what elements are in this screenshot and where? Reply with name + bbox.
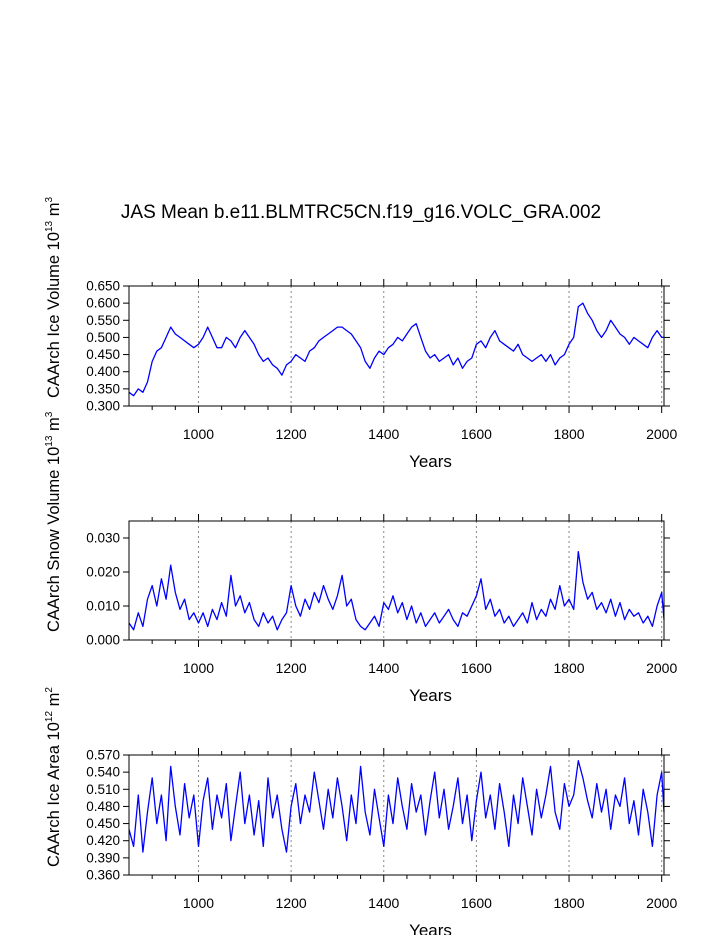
- snow-volume-xtick-label-1000: 1000: [183, 660, 214, 676]
- snow-volume-plot-frame: [128, 520, 665, 641]
- snow-volume-xtick-label-1200: 1200: [276, 660, 307, 676]
- ice-volume-xtick-label-1400: 1400: [368, 426, 399, 442]
- ice-area-ytick-label-1: 0.390: [86, 850, 120, 865]
- ice-area-xtick-label-1200: 1200: [276, 895, 307, 911]
- ice-volume-plot-frame: [128, 285, 665, 407]
- snow-volume-ylabel: CAArch Snow Volume 1013 m3: [44, 411, 63, 632]
- ice-area-ylabel-main: CAArch Ice Area 10: [45, 722, 63, 867]
- ice-volume-ytick-label-1: 0.350: [86, 381, 120, 396]
- snow-volume-ylabel-unit: m: [45, 417, 63, 435]
- snow-volume-ytick-label-2: 0.020: [86, 565, 120, 580]
- snow-volume-ylabel-unit-exp: 3: [44, 411, 55, 417]
- ice-volume-series-line: [128, 302, 664, 397]
- ice-area-xtick-label-1000: 1000: [183, 895, 214, 911]
- ice-area-ytick-label-3: 0.450: [86, 816, 120, 831]
- ice-area-ytick-label-4: 0.480: [86, 799, 120, 814]
- snow-volume-xtick-label-1800: 1800: [553, 660, 584, 676]
- ice-area-xtick-label-1600: 1600: [461, 895, 492, 911]
- ice-volume-xtick-label-1000: 1000: [183, 426, 214, 442]
- snow-volume-xtick-label-2000: 2000: [646, 660, 677, 676]
- ice-area-plot-frame: [128, 754, 665, 876]
- ice-volume-xtick-label-1200: 1200: [276, 426, 307, 442]
- snow-volume-ytick-label-1: 0.010: [86, 599, 120, 614]
- ice-area-ytick-label-2: 0.420: [86, 833, 120, 848]
- ice-area-ylabel-exp: 12: [44, 711, 55, 723]
- ice-volume-panel: 1000 1200 1400 1600 1800 2000 0.300 0.350 0.400 0…: [44, 197, 677, 471]
- ice-volume-ytick-label-7: 0.650: [86, 279, 120, 294]
- ice-volume-ylabel-unit: m: [45, 203, 63, 221]
- ice-area-ytick-label-7: 0.570: [86, 748, 120, 763]
- ice-volume-ytick-label-3: 0.450: [86, 347, 120, 362]
- snow-volume-ylabel-exp: 13: [44, 435, 55, 447]
- snow-volume-ylabel-main: CAArch Snow Volume 10: [45, 447, 63, 632]
- ice-volume-xtick-label-1800: 1800: [553, 426, 584, 442]
- ice-area-xtick-label-1400: 1400: [368, 895, 399, 911]
- ice-area-xtick-label-2000: 2000: [646, 895, 677, 911]
- ice-volume-ytick-label-6: 0.600: [86, 296, 120, 311]
- snow-volume-xtick-label-1400: 1400: [368, 660, 399, 676]
- ice-area-ylabel: CAArch Ice Area 1012 m2: [44, 687, 63, 867]
- snow-volume-ytick-label-0: 0.000: [86, 633, 120, 648]
- ice-volume-ytick-label-4: 0.500: [86, 330, 120, 345]
- ice-volume-ytick-label-5: 0.550: [86, 313, 120, 328]
- ice-volume-ytick-label-0: 0.300: [86, 399, 120, 414]
- snow-volume-ytick-label-3: 0.030: [86, 531, 120, 546]
- ice-volume-ylabel-exp: 13: [44, 220, 55, 232]
- snow-volume-xlabel: Years: [409, 686, 452, 705]
- ice-volume-ylabel-main: CAArch Ice Volume 10: [45, 232, 63, 398]
- ice-volume-xtick-label-2000: 2000: [646, 426, 677, 442]
- figure-title: JAS Mean b.e11.BLMTRC5CN.f19_g16.VOLC_GR…: [121, 202, 601, 223]
- ice-volume-xtick-label-1600: 1600: [461, 426, 492, 442]
- ice-area-xtick-label-1800: 1800: [553, 895, 584, 911]
- ice-area-panel: 1000 1200 1400 1600 1800 2000 0.360 0.390 0.420 0…: [44, 687, 677, 935]
- ice-area-xlabel: Years: [409, 921, 452, 935]
- ice-area-ytick-label-0: 0.360: [86, 868, 120, 883]
- ice-volume-ylabel: CAArch Ice Volume 1013 m3: [44, 197, 63, 398]
- snow-volume-series-line: [128, 550, 665, 631]
- ice-area-ylabel-unit: m: [45, 693, 63, 711]
- ice-area-series-line: [128, 760, 665, 853]
- ice-volume-xlabel: Years: [409, 452, 452, 471]
- ice-volume-ytick-label-2: 0.400: [86, 364, 120, 379]
- ice-area-ylabel-unit-exp: 2: [44, 687, 55, 693]
- ice-area-ytick-label-5: 0.510: [86, 782, 120, 797]
- snow-volume-panel: 1000 1200 1400 1600 1800 2000 0.000 0.010 0.020 0…: [44, 411, 677, 705]
- ice-volume-ylabel-unit-exp: 3: [44, 197, 55, 203]
- ice-area-ytick-label-6: 0.540: [86, 765, 120, 780]
- snow-volume-xtick-label-1600: 1600: [461, 660, 492, 676]
